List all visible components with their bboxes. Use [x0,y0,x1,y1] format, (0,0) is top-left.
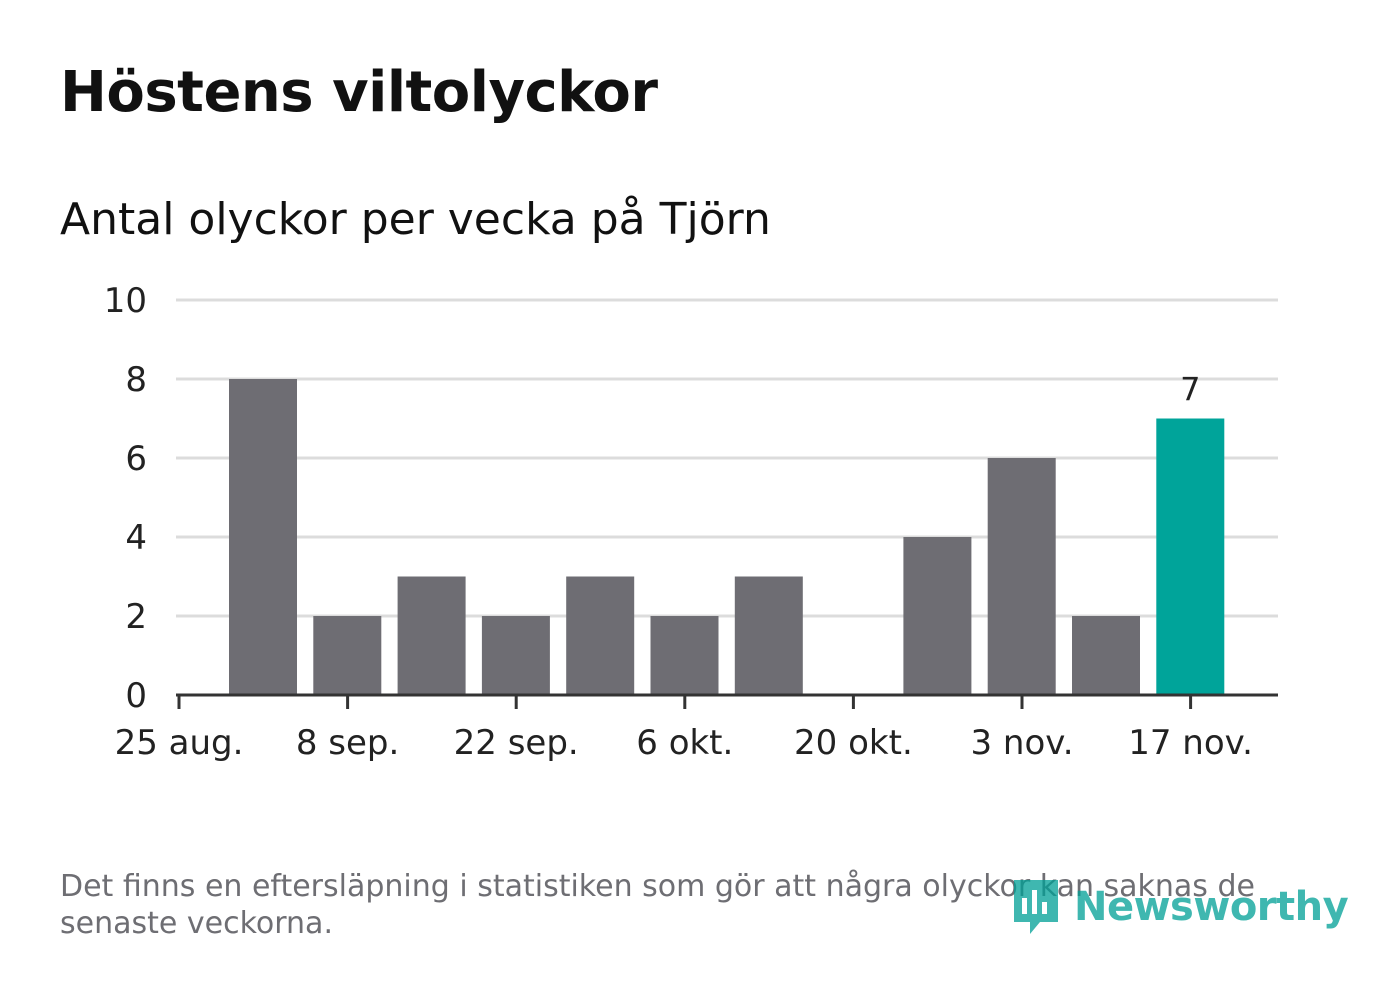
data-labels: 7 [1180,371,1200,409]
bar[interactable] [313,616,382,695]
bar[interactable] [481,616,550,695]
data-label: 7 [1180,371,1200,409]
bar[interactable] [229,379,297,695]
x-tick-label: 8 sep. [296,723,399,763]
y-tick-label: 10 [104,281,147,321]
x-tick-label: 20 okt. [794,723,913,763]
x-tick-label: 22 sep. [454,723,579,763]
y-axis-labels: 0 2 4 6 8 10 [104,281,147,716]
bar[interactable] [987,458,1056,695]
y-tick-label: 6 [125,439,147,479]
bar[interactable] [903,537,972,695]
x-tick-label: 3 nov. [970,723,1073,763]
x-axis-labels: 25 aug. 8 sep. 22 sep. 6 okt. 20 okt. 3 nov. 1… [115,723,1253,763]
bar[interactable] [734,576,803,696]
x-axis [176,693,1278,709]
bar[interactable] [1072,616,1140,695]
y-tick-label: 4 [125,518,147,558]
x-tick-label: 6 okt. [636,723,733,763]
bar-chart: 0 2 4 6 8 10 25 aug. 8 sep. 22 sep. 6 okt. 20 okt… [104,281,1278,763]
brand-logo[interactable]: Newsworthy [1010,876,1349,938]
bars [229,379,1225,696]
bar[interactable] [566,576,635,696]
y-tick-label: 8 [125,360,147,400]
bar[interactable] [650,616,719,695]
gridlines [176,298,1278,618]
bar[interactable] [1156,418,1225,696]
x-tick-label: 25 aug. [115,723,244,763]
bar[interactable] [397,576,466,696]
x-tick-label: 17 nov. [1128,723,1253,763]
chart-subtitle: Antal olyckor per vecka på Tjörn [60,194,771,245]
newsworthy-logo-icon [1014,880,1058,934]
brand-name: Newsworthy [1074,884,1349,930]
chart-title: Höstens viltolyckor [60,60,658,125]
y-tick-label: 0 [125,676,147,716]
y-tick-label: 2 [125,597,147,637]
